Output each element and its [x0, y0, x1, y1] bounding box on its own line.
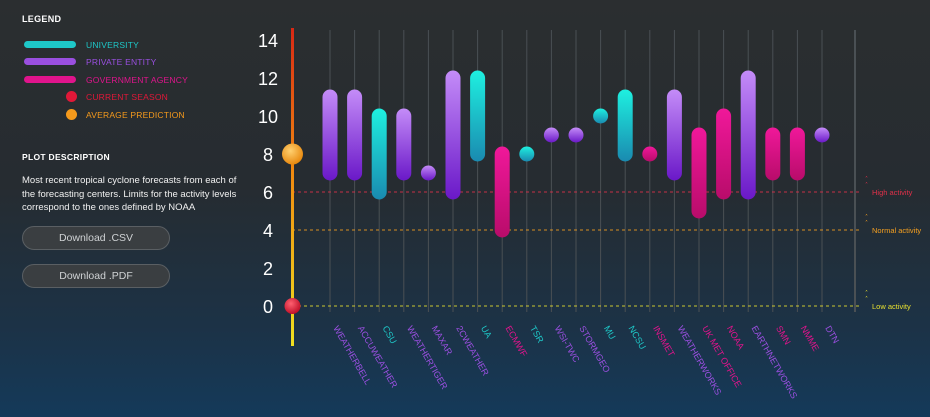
- forecast-bar: [765, 127, 781, 181]
- x-tick-label: TSR: [528, 324, 546, 345]
- forecast-bar: [789, 127, 805, 181]
- forecast-bar: [716, 108, 732, 200]
- legend-item-private-entity: PRIVATE ENTITY: [22, 54, 232, 72]
- forecast-bar: [347, 89, 363, 181]
- legend-label-average-prediction: AVERAGE PREDICTION: [86, 109, 185, 120]
- legend-label-university: UNIVERSITY: [86, 39, 140, 50]
- legend-title: LEGEND: [22, 14, 62, 24]
- threshold-label: Low activity: [872, 302, 911, 311]
- legend-swatch-private-entity: [24, 58, 76, 66]
- threshold-arrow-icon: ˄: [865, 296, 868, 303]
- legend-swatch-university: [24, 40, 76, 48]
- download-pdf-button[interactable]: Download .PDF: [22, 264, 170, 288]
- forecast-bar: [666, 89, 682, 181]
- legend-label-private-entity: PRIVATE ENTITY: [86, 57, 157, 68]
- plot-description-title: PLOT DESCRIPTION: [22, 152, 110, 162]
- x-tick-label: UA: [479, 324, 494, 340]
- average-prediction-marker: [282, 143, 303, 165]
- plot-description: PLOT DESCRIPTION Most recent tropical cy…: [22, 152, 237, 215]
- threshold-arrow-icon: ˄: [865, 182, 868, 189]
- legend-swatch-government-agency: [24, 75, 76, 83]
- forecast-bar: [371, 108, 387, 200]
- x-tick-label: DTN: [823, 324, 841, 345]
- forecast-dot: [642, 146, 658, 162]
- x-tick-label: INSMET: [651, 324, 677, 359]
- y-tick-label: 0: [263, 297, 273, 317]
- threshold-label: Normal activity: [872, 226, 921, 235]
- download-csv-button[interactable]: Download .CSV: [22, 226, 170, 250]
- y-tick-label: 4: [263, 221, 273, 241]
- legend-swatch-current-season: [66, 91, 77, 103]
- threshold-arrow-icon: ˄: [865, 176, 868, 183]
- y-tick-label: 8: [263, 145, 273, 165]
- forecast-dot: [420, 165, 436, 181]
- threshold-label: High activity: [872, 188, 913, 197]
- forecast-bar: [494, 146, 510, 238]
- threshold-arrow-icon: ˄: [865, 290, 868, 297]
- y-tick-label: 6: [263, 183, 273, 203]
- y-tick-label: 2: [263, 259, 273, 279]
- forecast-dot: [519, 146, 535, 162]
- forecast-bar: [691, 127, 707, 219]
- legend: LEGEND UNIVERSITY PRIVATE ENTITY GOVERNM…: [22, 14, 232, 124]
- forecast-dot: [543, 127, 559, 143]
- legend-item-current-season: CURRENT SEASON: [22, 89, 232, 107]
- plot-description-text: Most recent tropical cyclone forecasts f…: [22, 175, 237, 213]
- forecast-bar: [396, 108, 412, 181]
- forecast-dot: [568, 127, 584, 143]
- forecast-bar: [617, 89, 633, 162]
- y-tick-label: 10: [258, 107, 278, 127]
- threshold-arrow-icon: ˄: [865, 220, 868, 227]
- x-tick-label: MU: [602, 324, 618, 341]
- forecast-bar: [470, 70, 486, 162]
- legend-item-government-agency: GOVERNMENT AGENCY: [22, 71, 232, 89]
- x-tick-label: NMME: [799, 324, 821, 353]
- x-tick-label: SMN: [774, 324, 793, 346]
- x-tick-label: NOAA: [725, 324, 746, 351]
- y-tick-label: 12: [258, 69, 278, 89]
- forecast-dot: [814, 127, 830, 143]
- legend-item-university: UNIVERSITY: [22, 36, 232, 54]
- legend-label-current-season: CURRENT SEASON: [86, 92, 168, 103]
- y-tick-label: 14: [258, 31, 278, 51]
- y-axis-line: [291, 28, 294, 346]
- threshold-arrow-icon: ˄: [865, 214, 868, 221]
- forecast-bar: [445, 70, 461, 200]
- forecast-dot: [593, 108, 609, 124]
- legend-swatch-average-prediction: [66, 108, 77, 120]
- legend-item-average-prediction: AVERAGE PREDICTION: [22, 106, 232, 124]
- legend-label-government-agency: GOVERNMENT AGENCY: [86, 74, 188, 85]
- current-season-marker: [284, 298, 301, 314]
- forecast-bar: [740, 70, 756, 200]
- forecast-bar: [322, 89, 338, 181]
- x-tick-label: CSU: [380, 324, 398, 345]
- x-tick-label: MAXAR: [430, 324, 455, 357]
- x-tick-label: WSI-TWC: [553, 324, 582, 364]
- x-tick-label: ECMWF: [503, 324, 529, 359]
- x-tick-label: EARTHNETWORKS: [749, 324, 799, 400]
- x-tick-label: NCSU: [626, 324, 647, 351]
